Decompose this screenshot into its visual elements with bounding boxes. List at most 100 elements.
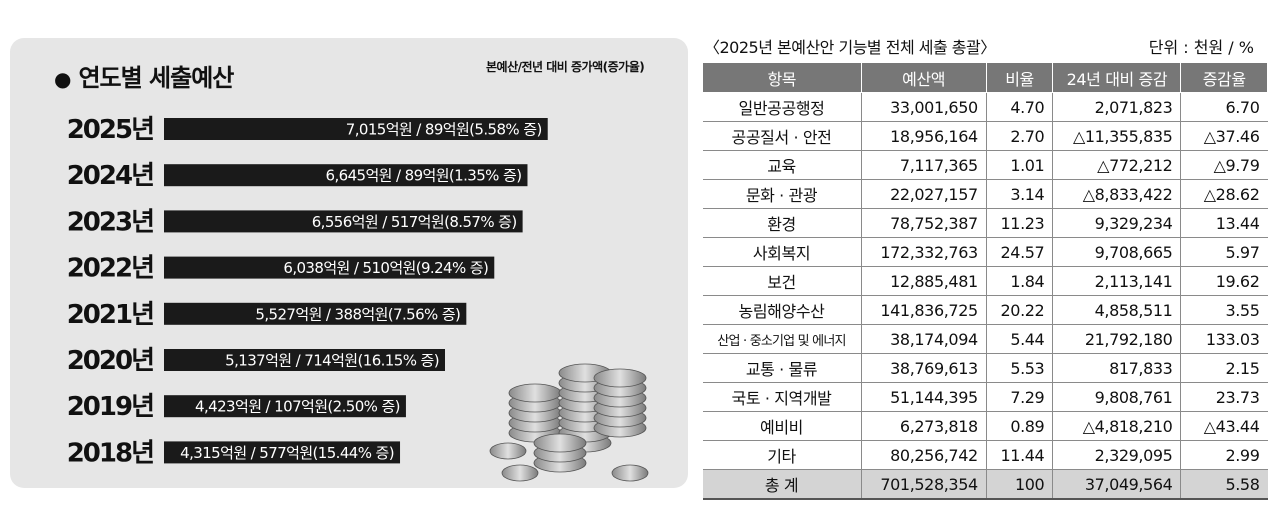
table-cell: 9,708,665	[1052, 237, 1181, 267]
year-label: 2018년	[67, 438, 153, 468]
table-row: 공공질서 · 안전 18,956,164 2.70 △11,355,835 △37.46	[702, 121, 1268, 151]
table-cell: 공공질서 · 안전	[702, 121, 862, 151]
table-cell: 21,792,180	[1052, 324, 1181, 354]
yearly-budget-panel: ● 연도별 세출예산 본예산/전년 대비 증가액(증가율) 2025년 7,015억…	[10, 38, 688, 488]
table-cell: 2,071,823	[1052, 92, 1181, 122]
table-row: 국토 · 지역개발 51,144,395 7.29 9,808,761 23.73	[702, 382, 1268, 412]
table-cell: △772,212	[1052, 150, 1181, 180]
table-header-row: 항목 예산액 비율 24년 대비 증감 증감율	[702, 62, 1268, 93]
table-cell: 6,273,818	[860, 411, 987, 441]
budget-bar	[164, 118, 548, 140]
table-cell: 7.29	[985, 382, 1053, 412]
year-label: 2022년	[67, 254, 153, 284]
table-cell: 문화 · 관광	[702, 179, 862, 209]
budget-bar	[164, 210, 523, 233]
budget-bar	[164, 256, 495, 279]
table-cell: 7,117,365	[860, 150, 987, 180]
table-cell: 12,885,481	[860, 266, 987, 296]
table-cell: △11,355,835	[1052, 121, 1181, 151]
panel-title-text: 연도별 세출예산	[78, 64, 234, 92]
table-cell: 기타	[702, 440, 862, 470]
table-cell: 22,027,157	[860, 179, 987, 209]
table-cell: 2,113,141	[1052, 266, 1181, 296]
table-cell: 총 계	[702, 469, 862, 500]
table-cell: 133.03	[1180, 324, 1268, 354]
table-cell: 4,858,511	[1052, 295, 1181, 325]
bar-value-label: 6,038억원 / 510억원(9.24% 증)	[283, 259, 488, 277]
table-cell: 1.84	[985, 266, 1053, 296]
table-cell: △4,818,210	[1052, 411, 1181, 441]
table-cell: 5.97	[1180, 237, 1268, 267]
table-cell: 100	[985, 469, 1053, 500]
table-cell: 9,808,761	[1052, 382, 1181, 412]
budget-bar	[164, 441, 401, 464]
bullet-icon: ●	[54, 67, 71, 91]
table-cell: 2.99	[1180, 440, 1268, 470]
table-cell: 20.22	[985, 295, 1053, 325]
table-cell: 2,329,095	[1052, 440, 1181, 470]
table-row: 기타 80,256,742 11.44 2,329,095 2.99	[702, 440, 1268, 470]
table-cell: 24.57	[985, 237, 1053, 267]
table-cell: 2.70	[985, 121, 1053, 151]
table-cell: 3.14	[985, 179, 1053, 209]
table-cell: 701,528,354	[860, 469, 987, 500]
header-ratio: 비율	[985, 62, 1054, 93]
year-label: 2023년	[67, 207, 153, 237]
bar-value-label: 4,315억원 / 577억원(15.44% 증)	[180, 444, 394, 462]
bar-value-label: 4,423억원 / 107억원(2.50% 증)	[195, 398, 400, 416]
table-row: 교통 · 물류 38,769,613 5.53 817,833 2.15	[702, 353, 1268, 383]
panel-title: ● 연도별 세출예산	[54, 58, 234, 93]
table-cell: 국토 · 지역개발	[702, 382, 862, 412]
budget-bar	[164, 395, 406, 418]
bar-value-label: 6,645억원 / 89억원(1.35% 증)	[326, 167, 522, 185]
table-total-row: 총 계 701,528,354 100 37,049,564 5.58	[702, 469, 1268, 500]
table-cell: 5.53	[985, 353, 1053, 383]
header-change-rate: 증감율	[1180, 62, 1268, 93]
year-label: 2025년	[67, 115, 153, 145]
table-cell: 농림해양수산	[702, 295, 862, 325]
budget-bar	[164, 349, 445, 371]
table-row: 예비비 6,273,818 0.89 △4,818,210 △43.44	[702, 411, 1268, 441]
table-cell: 2.15	[1180, 353, 1268, 383]
table-cell: 80,256,742	[860, 440, 987, 470]
header-budget: 예산액	[860, 62, 987, 93]
table-cell: 1.01	[985, 150, 1053, 180]
table-cell: 51,144,395	[860, 382, 987, 412]
table-cell: 4.70	[985, 92, 1053, 122]
table-cell: 일반공공행정	[702, 92, 862, 122]
budget-bar-chart: 2025년 7,015억원 / 89억원(5.58% 증) 2024년 6,645억원…	[67, 115, 548, 468]
table-cell: 5.44	[985, 324, 1053, 354]
table-title: 〈2025년 본예산안 기능별 전체 세출 총괄〉	[704, 38, 996, 57]
table-row: 교육 7,117,365 1.01 △772,212 △9.79	[702, 150, 1268, 180]
table-cell: 0.89	[985, 411, 1053, 441]
table-cell: 사회복지	[702, 237, 862, 267]
table-cell: 38,769,613	[860, 353, 987, 383]
table-cell: 18,956,164	[860, 121, 987, 151]
bar-value-label: 5,137억원 / 714억원(16.15% 증)	[225, 352, 439, 370]
year-label: 2024년	[67, 161, 153, 191]
table-cell: △37.46	[1180, 121, 1268, 151]
table-cell: 11.23	[985, 208, 1053, 238]
bar-value-label: 6,556억원 / 517억원(8.57% 증)	[312, 213, 517, 231]
year-label: 2019년	[67, 392, 153, 422]
year-label: 2021년	[67, 300, 153, 330]
table-cell: 19.62	[1180, 266, 1268, 296]
table-cell: 37,049,564	[1052, 469, 1181, 500]
table-cell: △43.44	[1180, 411, 1268, 441]
table-cell: 환경	[702, 208, 862, 238]
table-row: 환경 78,752,387 11.23 9,329,234 13.44	[702, 208, 1268, 238]
budget-bar	[164, 302, 467, 325]
table-cell: 141,836,725	[860, 295, 987, 325]
table-cell: 78,752,387	[860, 208, 987, 238]
bar-value-label: 5,527억원 / 388억원(7.56% 증)	[255, 305, 460, 323]
table-cell: 교통 · 물류	[702, 353, 862, 383]
table-cell: 6.70	[1180, 92, 1268, 122]
table-cell: △28.62	[1180, 179, 1268, 209]
table-cell: 11.44	[985, 440, 1053, 470]
table-cell: 817,833	[1052, 353, 1181, 383]
table-cell: 보건	[702, 266, 862, 296]
table-cell: 3.55	[1180, 295, 1268, 325]
table-cell: 산업 · 중소기업 및 에너지	[702, 324, 862, 354]
table-row: 산업 · 중소기업 및 에너지 38,174,094 5.44 21,792,180 1…	[702, 324, 1268, 354]
table-cell: 예비비	[702, 411, 862, 441]
